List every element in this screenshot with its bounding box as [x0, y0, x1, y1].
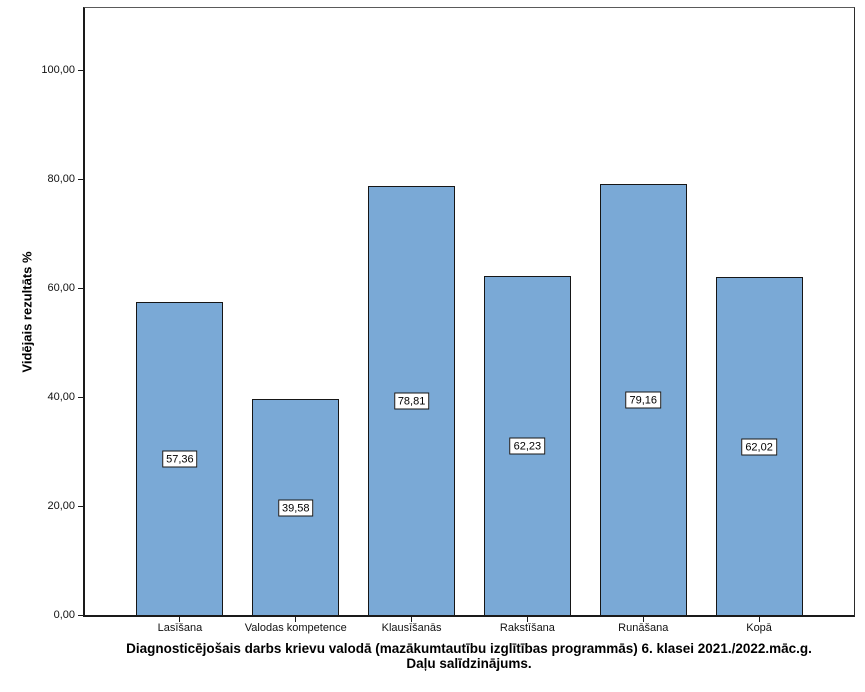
chart-title-line1: Diagnosticējošais darbs krievu valodā (m…: [126, 641, 812, 656]
chart-title-line2: Daļu salīdzinājums.: [406, 656, 532, 671]
bar: 62,02: [715, 277, 803, 615]
y-tick-label: 40,00: [47, 391, 75, 404]
y-tick-mark: [78, 614, 83, 616]
x-tick-mark: [758, 617, 760, 622]
x-tick-label: Klausīšanās: [381, 622, 442, 634]
plot-area: 0,00 20,00 40,00 60,00 80,00 100,00 57,36 Lasīš…: [41, 7, 855, 634]
bar-value-label: 62,02: [741, 438, 777, 456]
x-tick-mark: [526, 617, 528, 622]
bar-value-label: 62,23: [509, 437, 546, 455]
chart-title: Diagnosticējošais darbs krievu valodā (m…: [83, 641, 855, 671]
y-tick-label: 0,00: [53, 609, 75, 621]
x-tick-label: Lasīšana: [157, 622, 203, 634]
x-tick-mark: [295, 617, 297, 622]
y-tick-label: 80,00: [47, 173, 75, 186]
x-tick-label: Rakstīšana: [499, 622, 555, 634]
x-tick-label: Kopā: [746, 622, 772, 634]
bar-value-label: 79,16: [625, 391, 662, 409]
y-tick-mark: [78, 396, 83, 398]
bar: 39,58: [252, 399, 340, 615]
x-tick-mark: [642, 617, 644, 622]
bar-value-label: 39,58: [277, 499, 314, 517]
bar: 79,16: [599, 183, 687, 615]
y-tick-label: 100,00: [41, 64, 75, 77]
y-tick-mark: [78, 287, 83, 289]
y-tick-label: 60,00: [47, 282, 75, 295]
y-axis-title: Vidējais rezultāts %: [19, 251, 35, 373]
x-tick-label: Valodas kompetence: [244, 622, 347, 634]
bar: 62,23: [483, 275, 571, 615]
bar: 57,36: [136, 302, 224, 615]
bar-value-label: 78,81: [393, 392, 430, 410]
bar: 78,81: [368, 185, 456, 615]
y-tick-mark: [78, 69, 83, 71]
x-tick-mark: [179, 617, 181, 622]
y-tick-mark: [78, 178, 83, 180]
y-tick-mark: [78, 505, 83, 507]
bar-value-label: 57,36: [162, 450, 198, 468]
x-tick-label: Runāšana: [618, 622, 669, 634]
y-tick-label: 20,00: [47, 500, 75, 513]
x-tick-mark: [411, 617, 413, 622]
